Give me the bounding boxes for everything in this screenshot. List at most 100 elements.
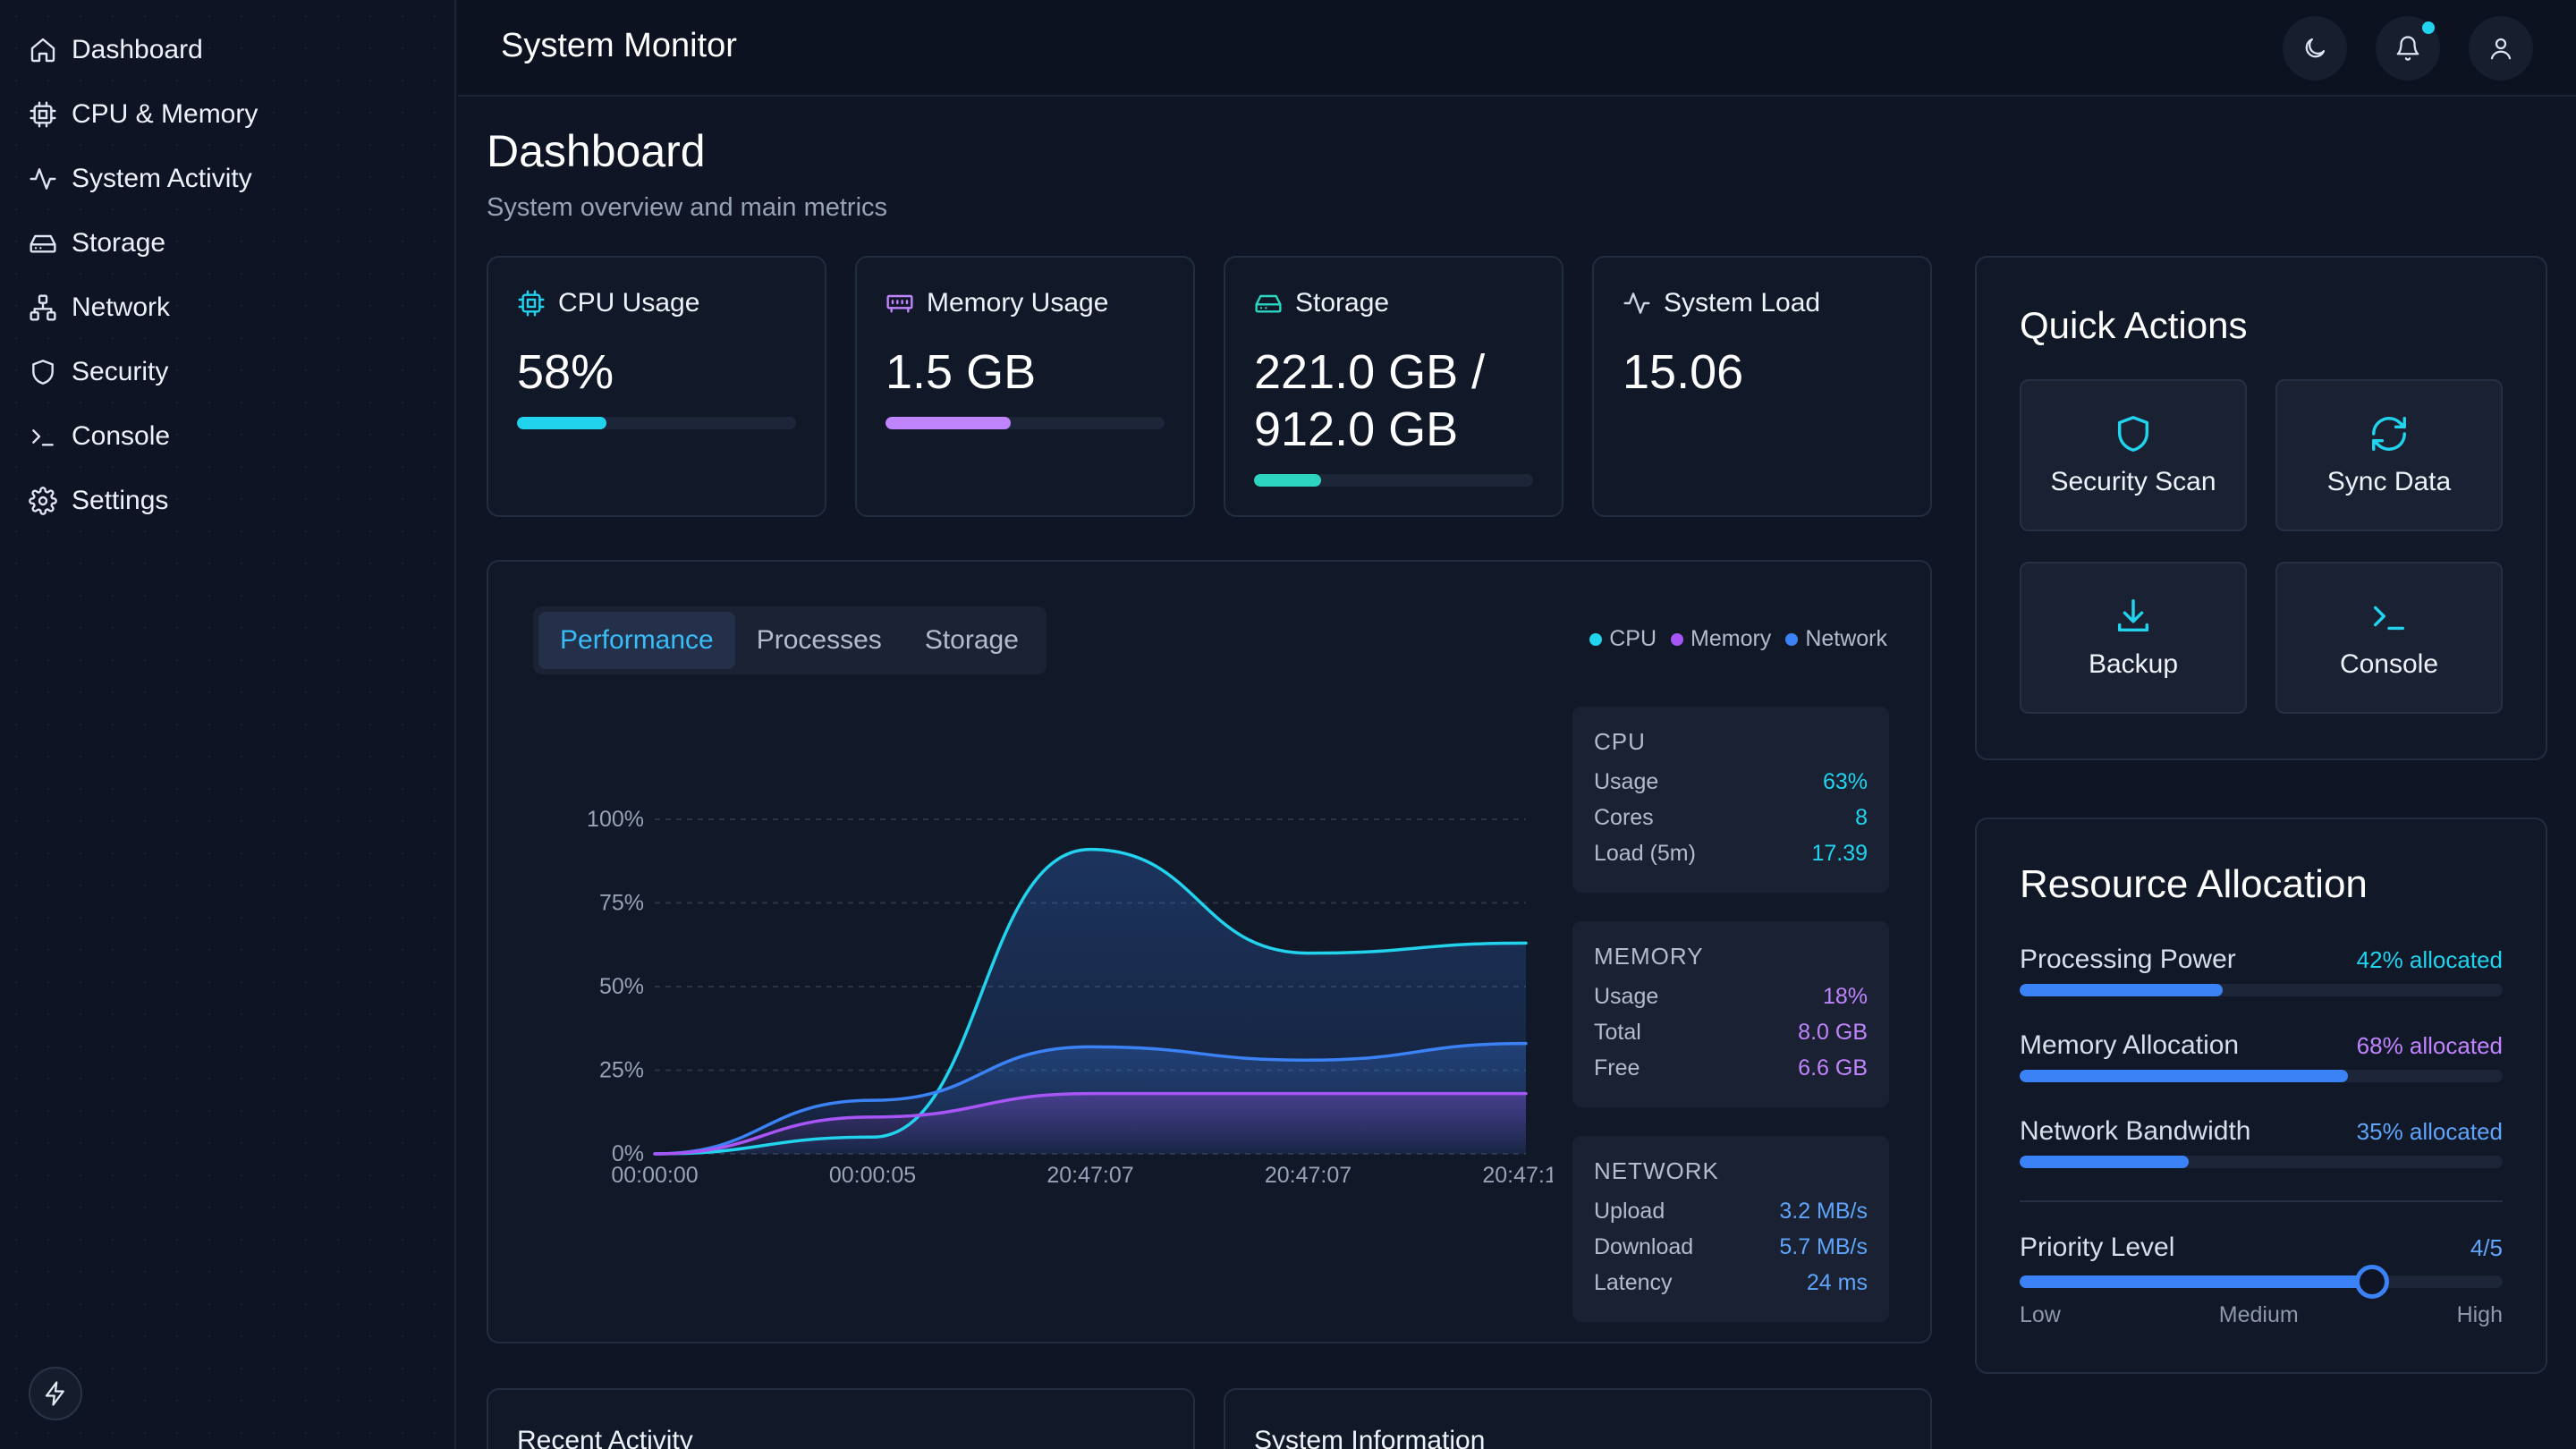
resource-allocation-panel: Resource Allocation Processing Power 42% … bbox=[1975, 818, 2547, 1374]
chart-legend: CPU Memory Network bbox=[1575, 626, 1887, 652]
recent-activity-panel: Recent Activity bbox=[487, 1388, 1195, 1449]
resource-bar-fill bbox=[2020, 984, 2223, 996]
system-load-card: System Load 15.06 bbox=[1592, 256, 1932, 517]
scale-medium: Medium bbox=[2218, 1302, 2299, 1327]
sidebar-item-storage[interactable]: Storage bbox=[0, 211, 454, 275]
memory-metrics-box: MEMORY Usage 18% Total 8.0 GB Free 6.6 GB bbox=[1572, 921, 1889, 1107]
cpu-series-line bbox=[653, 847, 1528, 1156]
console-button[interactable]: Console bbox=[2275, 562, 2503, 714]
sidebar-item-network[interactable]: Network bbox=[0, 275, 454, 340]
button-label: Security Scan bbox=[2050, 467, 2216, 496]
user-profile-button[interactable] bbox=[2469, 16, 2533, 80]
metric-value: 5.7 MB/s bbox=[1779, 1234, 1868, 1259]
sidebar-nav: Dashboard CPU & Memory System Activity S… bbox=[0, 0, 454, 533]
y-tick-label: 25% bbox=[599, 1058, 644, 1083]
shield-icon bbox=[2117, 416, 2149, 452]
memory-usage-card: Memory Usage 1.5 GB bbox=[855, 256, 1195, 517]
quick-actions-panel: Quick Actions Security Scan Sync Data Ba… bbox=[1975, 256, 2547, 760]
performance-panel: Performance Processes Storage CPU Memory… bbox=[487, 560, 1932, 1343]
resource-name: Processing Power bbox=[2020, 945, 2236, 974]
slider-fill bbox=[2020, 1275, 2373, 1288]
security-scan-button[interactable]: Security Scan bbox=[2020, 379, 2247, 531]
recent-activity-title: Recent Activity bbox=[517, 1426, 693, 1449]
network-icon bbox=[30, 294, 56, 321]
card-header: Storage bbox=[1254, 288, 1389, 318]
sidebar: Dashboard CPU & Memory System Activity S… bbox=[0, 0, 456, 1449]
metric-row: Usage 63% bbox=[1594, 769, 1868, 795]
slider-scale: Low Medium High bbox=[2020, 1302, 2503, 1328]
sidebar-item-label: Security bbox=[72, 357, 169, 386]
home-icon bbox=[30, 38, 55, 63]
priority-slider[interactable] bbox=[2020, 1265, 2503, 1299]
notification-badge bbox=[2422, 21, 2435, 34]
system-information-panel: System Information bbox=[1224, 1388, 1932, 1449]
cpu-usage-bar-fill bbox=[517, 417, 606, 429]
metric-value: 8.0 GB bbox=[1798, 1020, 1868, 1045]
quick-actions-title: Quick Actions bbox=[2020, 304, 2248, 346]
metric-value: 18% bbox=[1822, 984, 1868, 1009]
tab-storage[interactable]: Storage bbox=[924, 625, 1019, 655]
resource-allocation-title: Resource Allocation bbox=[2020, 862, 2368, 906]
button-label: Sync Data bbox=[2326, 467, 2452, 496]
y-tick-label: 100% bbox=[587, 807, 644, 832]
cpu-usage-bar bbox=[517, 417, 796, 429]
divider bbox=[2020, 1200, 2503, 1202]
metric-row: Download 5.7 MB/s bbox=[1594, 1234, 1868, 1260]
metric-box-title: MEMORY bbox=[1594, 943, 1704, 970]
refresh-icon bbox=[2372, 417, 2406, 451]
download-icon bbox=[2117, 599, 2149, 632]
cpu-metrics-box: CPU Usage 63% Cores 8 Load (5m) 17.39 bbox=[1572, 707, 1889, 893]
quick-boost-button[interactable] bbox=[29, 1367, 82, 1420]
sidebar-item-system-activity[interactable]: System Activity bbox=[0, 147, 454, 211]
x-tick-label: 20:47:12 bbox=[1482, 1163, 1553, 1188]
sidebar-item-settings[interactable]: Settings bbox=[0, 469, 454, 533]
priority-label: Priority Level bbox=[2020, 1233, 2175, 1262]
y-tick-label: 0% bbox=[612, 1141, 644, 1166]
storage-card: Storage 221.0 GB / 912.0 GB bbox=[1224, 256, 1563, 517]
x-tick-label: 20:47:07 bbox=[1046, 1163, 1133, 1188]
card-label: Memory Usage bbox=[927, 288, 1109, 318]
cpu-icon bbox=[30, 101, 56, 128]
memory-usage-bar bbox=[886, 417, 1165, 429]
slider-handle[interactable] bbox=[2355, 1265, 2390, 1299]
resource-bar bbox=[2020, 1070, 2503, 1082]
lightning-icon bbox=[45, 1381, 64, 1406]
metric-label: Usage bbox=[1594, 984, 1659, 1009]
sidebar-item-security[interactable]: Security bbox=[0, 340, 454, 404]
hard-drive-icon bbox=[1255, 294, 1282, 313]
metric-row: Cores 8 bbox=[1594, 805, 1868, 831]
resource-row-processing: Processing Power 42% allocated bbox=[2020, 945, 2503, 996]
sidebar-item-console[interactable]: Console bbox=[0, 404, 454, 469]
tab-performance[interactable]: Performance bbox=[538, 612, 735, 669]
legend-label: CPU bbox=[1609, 626, 1657, 651]
metric-row: Load (5m) 17.39 bbox=[1594, 841, 1868, 867]
terminal-icon bbox=[32, 429, 54, 446]
sidebar-item-label: Storage bbox=[72, 228, 166, 258]
legend-item-network: Network bbox=[1785, 626, 1887, 652]
backup-button[interactable]: Backup bbox=[2020, 562, 2247, 714]
metric-label: Load (5m) bbox=[1594, 841, 1696, 866]
resource-bar-fill bbox=[2020, 1070, 2349, 1082]
cpu-usage-card: CPU Usage 58% bbox=[487, 256, 826, 517]
storage-value-line1: 221.0 GB / bbox=[1254, 345, 1486, 399]
network-series-line bbox=[653, 1041, 1528, 1156]
sync-data-button[interactable]: Sync Data bbox=[2275, 379, 2503, 531]
tab-processes[interactable]: Processes bbox=[756, 625, 882, 655]
sidebar-item-cpu-memory[interactable]: CPU & Memory bbox=[0, 82, 454, 147]
sidebar-item-dashboard[interactable]: Dashboard bbox=[0, 18, 454, 82]
resource-name: Network Bandwidth bbox=[2020, 1116, 2251, 1146]
card-header: CPU Usage bbox=[517, 288, 699, 318]
metric-value: 6.6 GB bbox=[1798, 1055, 1868, 1080]
legend-dot bbox=[1785, 632, 1799, 646]
priority-value: 4/5 bbox=[2470, 1234, 2503, 1261]
button-label: Backup bbox=[2088, 649, 2179, 679]
notifications-button[interactable] bbox=[2376, 16, 2440, 80]
card-header: Memory Usage bbox=[886, 288, 1108, 318]
memory-icon bbox=[886, 294, 913, 313]
memory-area bbox=[655, 1093, 1526, 1154]
sidebar-item-label: CPU & Memory bbox=[72, 99, 258, 129]
metric-label: Total bbox=[1594, 1020, 1641, 1045]
gear-icon bbox=[29, 487, 57, 515]
user-icon bbox=[2490, 38, 2512, 60]
theme-toggle-button[interactable] bbox=[2283, 16, 2347, 80]
